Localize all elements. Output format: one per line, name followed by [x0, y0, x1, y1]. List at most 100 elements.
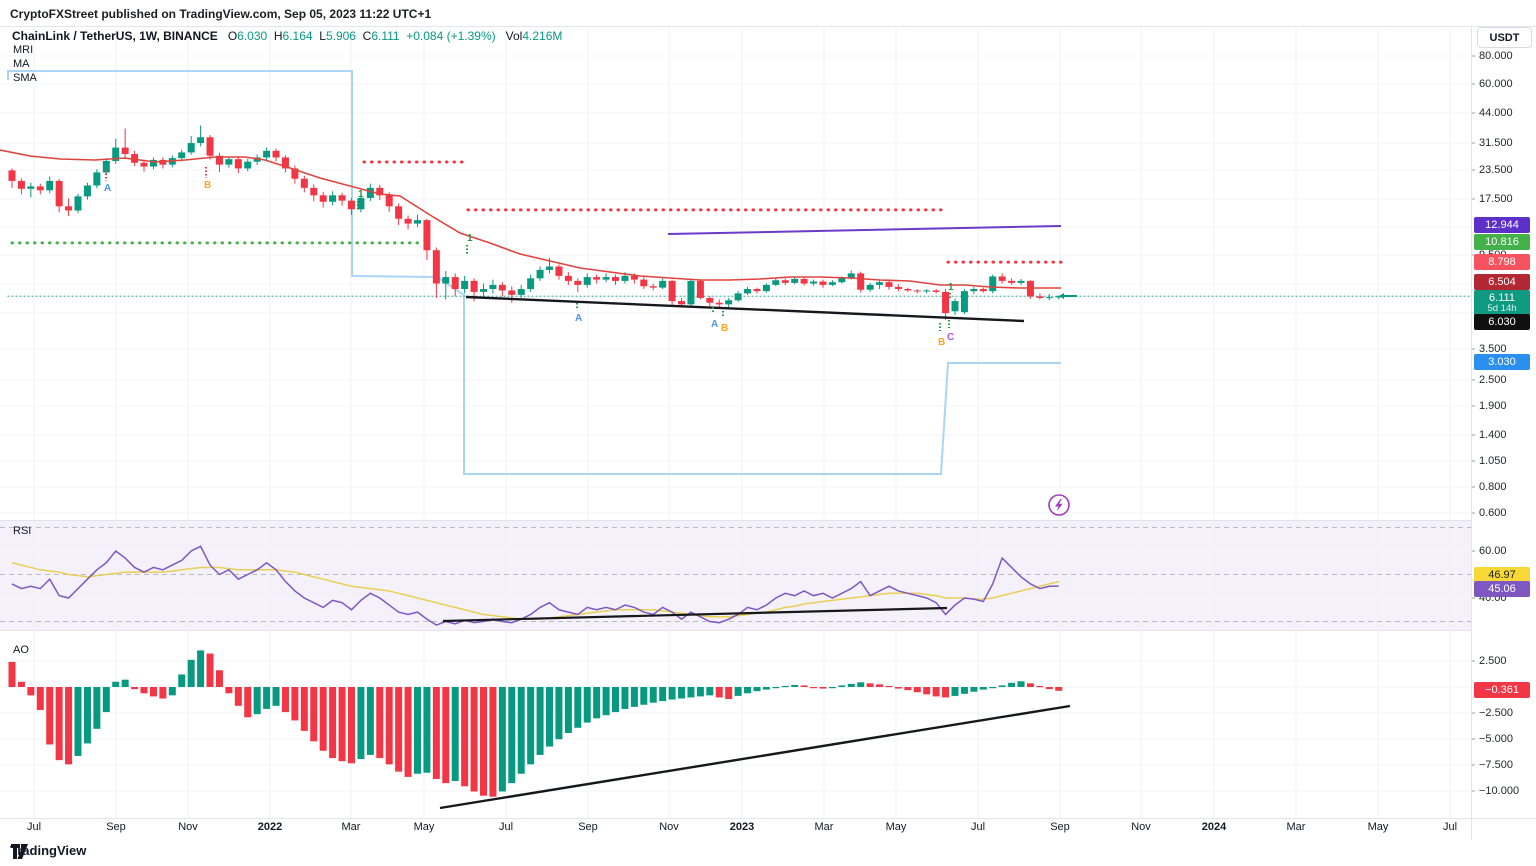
time-label-Jul: Jul	[26, 821, 42, 833]
price-axis-label: 3.500	[1479, 343, 1507, 355]
low-value: 5.906	[325, 29, 356, 43]
time-label-Jul: Jul	[1442, 821, 1458, 833]
marker-a: A	[104, 183, 111, 194]
price-axis-label: 1.400	[1479, 429, 1507, 441]
purple-trendline	[667, 225, 1062, 235]
price-axis-label: 17.500	[1479, 193, 1513, 205]
indicator-label-ma[interactable]: MA	[13, 58, 30, 70]
price-axis-divider	[1471, 27, 1472, 840]
close-value: 6.111	[371, 29, 400, 43]
drawing-blue-projection	[7, 70, 1061, 475]
price-axis-label: 31.500	[1479, 137, 1513, 149]
marker-b: B	[938, 337, 945, 348]
ao-axis-label: −5.000	[1479, 733, 1513, 745]
volume-label: Vol	[505, 29, 523, 43]
price-axis-label: 80.000	[1479, 50, 1513, 62]
time-label-2023: 2023	[729, 821, 755, 833]
symbol-title[interactable]: ChainLink / TetherUS, 1W, BINANCE	[12, 29, 218, 43]
time-label-2024: 2024	[1201, 821, 1227, 833]
indicator-label-mri[interactable]: MRI	[13, 44, 34, 56]
price-badge-8.798: 8.798	[1474, 254, 1530, 270]
marker-b: B	[721, 323, 728, 334]
ao-axis-label: 2.500	[1479, 655, 1507, 667]
rsi-badge-46.97: 46.97	[1474, 567, 1530, 583]
trendlines	[465, 225, 1062, 323]
high-value: 6.164	[282, 29, 313, 43]
gridlines	[0, 28, 1471, 818]
rsi-trendline	[442, 606, 948, 623]
open-value: 6.030	[237, 29, 268, 43]
black-trendline	[465, 295, 1025, 323]
lightning-icon[interactable]	[1048, 494, 1070, 516]
price-axis-label: 1.900	[1479, 400, 1507, 412]
currency-toggle-button[interactable]: USDT	[1477, 27, 1532, 48]
price-badge-3.030: 3.030	[1474, 354, 1530, 370]
rsi-pane	[0, 527, 1471, 626]
time-label-Sep: Sep	[578, 821, 598, 833]
ao-badge: −0.361	[1474, 682, 1530, 698]
ao-axis-label: −2.500	[1479, 707, 1513, 719]
time-label-Sep: Sep	[106, 821, 126, 833]
price-badge-6.030: 6.030	[1474, 314, 1530, 330]
price-badge-6.111: 6.111 5d 14h	[1474, 290, 1530, 316]
ma-line	[0, 149, 1061, 289]
ao-histogram	[8, 650, 1063, 797]
marker-c: C	[947, 332, 954, 343]
rsi-line	[11, 545, 1059, 626]
marker-a: A	[711, 319, 718, 330]
price-axis-label: 2.500	[1479, 374, 1507, 386]
symbol-header: ChainLink / TetherUS, 1W, BINANCE O6.030…	[12, 29, 562, 43]
time-label-May: May	[1367, 821, 1389, 833]
time-label-Mar: Mar	[814, 821, 834, 833]
price-axis-label: 0.600	[1479, 507, 1507, 519]
close-label: C	[362, 29, 372, 43]
time-label-Sep: Sep	[1050, 821, 1070, 833]
rsi-pane-label[interactable]: RSI	[13, 525, 32, 537]
tradingview-branding[interactable]: TradingView	[10, 843, 87, 859]
marker-1: 1	[948, 282, 954, 293]
time-label-Jul: Jul	[970, 821, 986, 833]
price-axis-label: 60.000	[1479, 78, 1513, 90]
marker-b: B	[204, 180, 211, 191]
ao-axis-label: −10.000	[1479, 785, 1520, 797]
ao-pane-divider[interactable]	[0, 630, 1471, 631]
ao-axis-label: −7.500	[1479, 759, 1513, 771]
time-label-Nov: Nov	[659, 821, 679, 833]
price-axis-label: 23.500	[1479, 164, 1513, 176]
tradingview-logo-icon	[11, 844, 28, 859]
tradingview-logo-text: TradingView	[10, 843, 87, 858]
marker-1: 1	[467, 233, 473, 244]
rsi-axis-label: 60.00	[1479, 545, 1507, 557]
rsi-badge-45.06: 45.06	[1474, 581, 1530, 597]
ao-trendline	[439, 704, 1071, 810]
time-label-Nov: Nov	[1131, 821, 1151, 833]
volume-value: 4.216M	[522, 29, 563, 43]
time-axis-divider	[0, 818, 1536, 819]
mri-levels	[7, 160, 1472, 297]
rsi-pane-divider[interactable]	[0, 520, 1471, 521]
time-label-Mar: Mar	[341, 821, 361, 833]
price-axis-label: 0.800	[1479, 481, 1507, 493]
time-label-Jul: Jul	[498, 821, 514, 833]
time-label-May: May	[413, 821, 435, 833]
price-axis-label: 44.000	[1479, 107, 1513, 119]
candlestick-series	[8, 125, 1063, 320]
change-value: +0.084 (+1.39%)	[406, 29, 496, 43]
attribution-text: CryptoFXStreet published on TradingView.…	[10, 7, 432, 21]
price-badge-10.816: 10.816	[1474, 234, 1530, 250]
time-label-2022: 2022	[257, 821, 283, 833]
price-axis-label: 1.050	[1479, 455, 1507, 467]
last-price-arrow	[1059, 293, 1064, 299]
indicator-label-sma[interactable]: SMA	[13, 72, 37, 84]
time-label-May: May	[885, 821, 907, 833]
low-label: L	[319, 29, 326, 43]
topbar-divider	[0, 26, 1536, 27]
price-badge-6.504: 6.504	[1474, 274, 1530, 290]
open-label: O	[227, 29, 238, 43]
high-label: H	[273, 29, 283, 43]
marker-1: 1	[358, 189, 364, 200]
ao-pane-label[interactable]: AO	[13, 644, 29, 656]
